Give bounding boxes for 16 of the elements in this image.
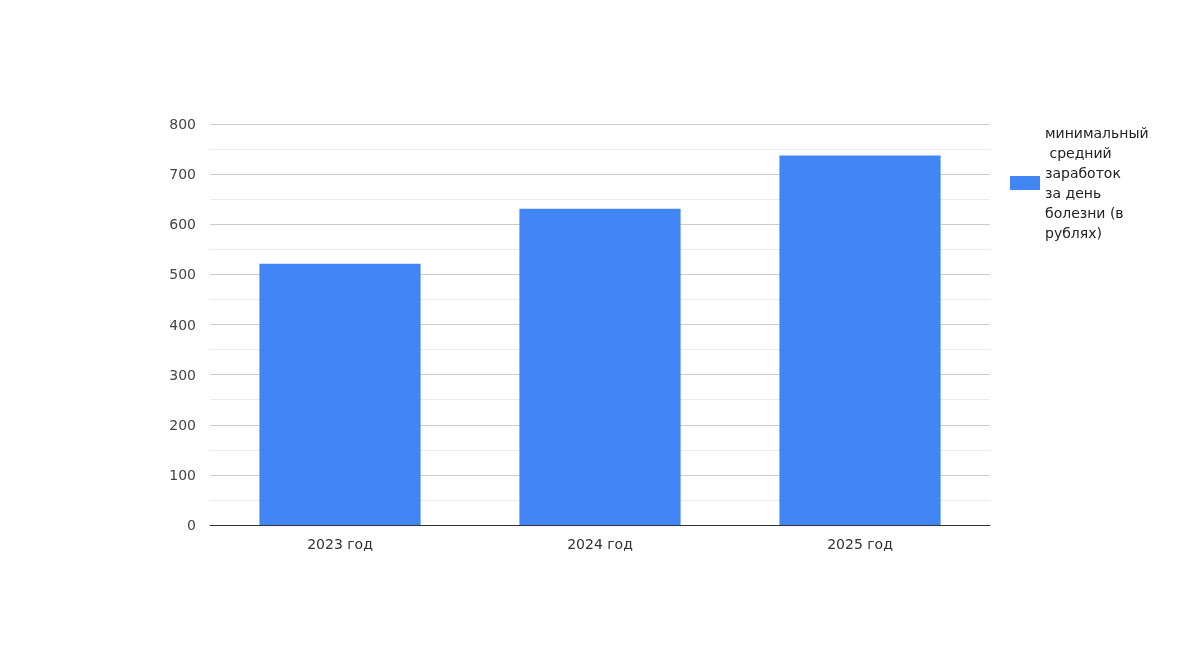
- y-tick-label: 400: [169, 316, 196, 333]
- y-tick-label: 0: [187, 517, 196, 533]
- y-tick-label: 700: [169, 166, 196, 183]
- y-tick-label: 200: [169, 416, 196, 433]
- y-tick-label: 500: [169, 266, 196, 283]
- y-tick-label: 100: [169, 466, 196, 483]
- y-tick-label: 800: [169, 116, 196, 132]
- y-tick-label: 600: [169, 216, 196, 233]
- legend-label: минимальный средний заработок за день болезни (в рублях): [1045, 125, 1149, 241]
- y-tick-label: 300: [169, 366, 196, 383]
- bar: [259, 263, 421, 525]
- x-tick-label: 2025 год: [827, 536, 893, 552]
- x-tick-label: 2023 год: [307, 536, 373, 552]
- bar: [779, 155, 941, 525]
- bar: [519, 208, 681, 525]
- x-tick-label: 2024 год: [567, 536, 633, 552]
